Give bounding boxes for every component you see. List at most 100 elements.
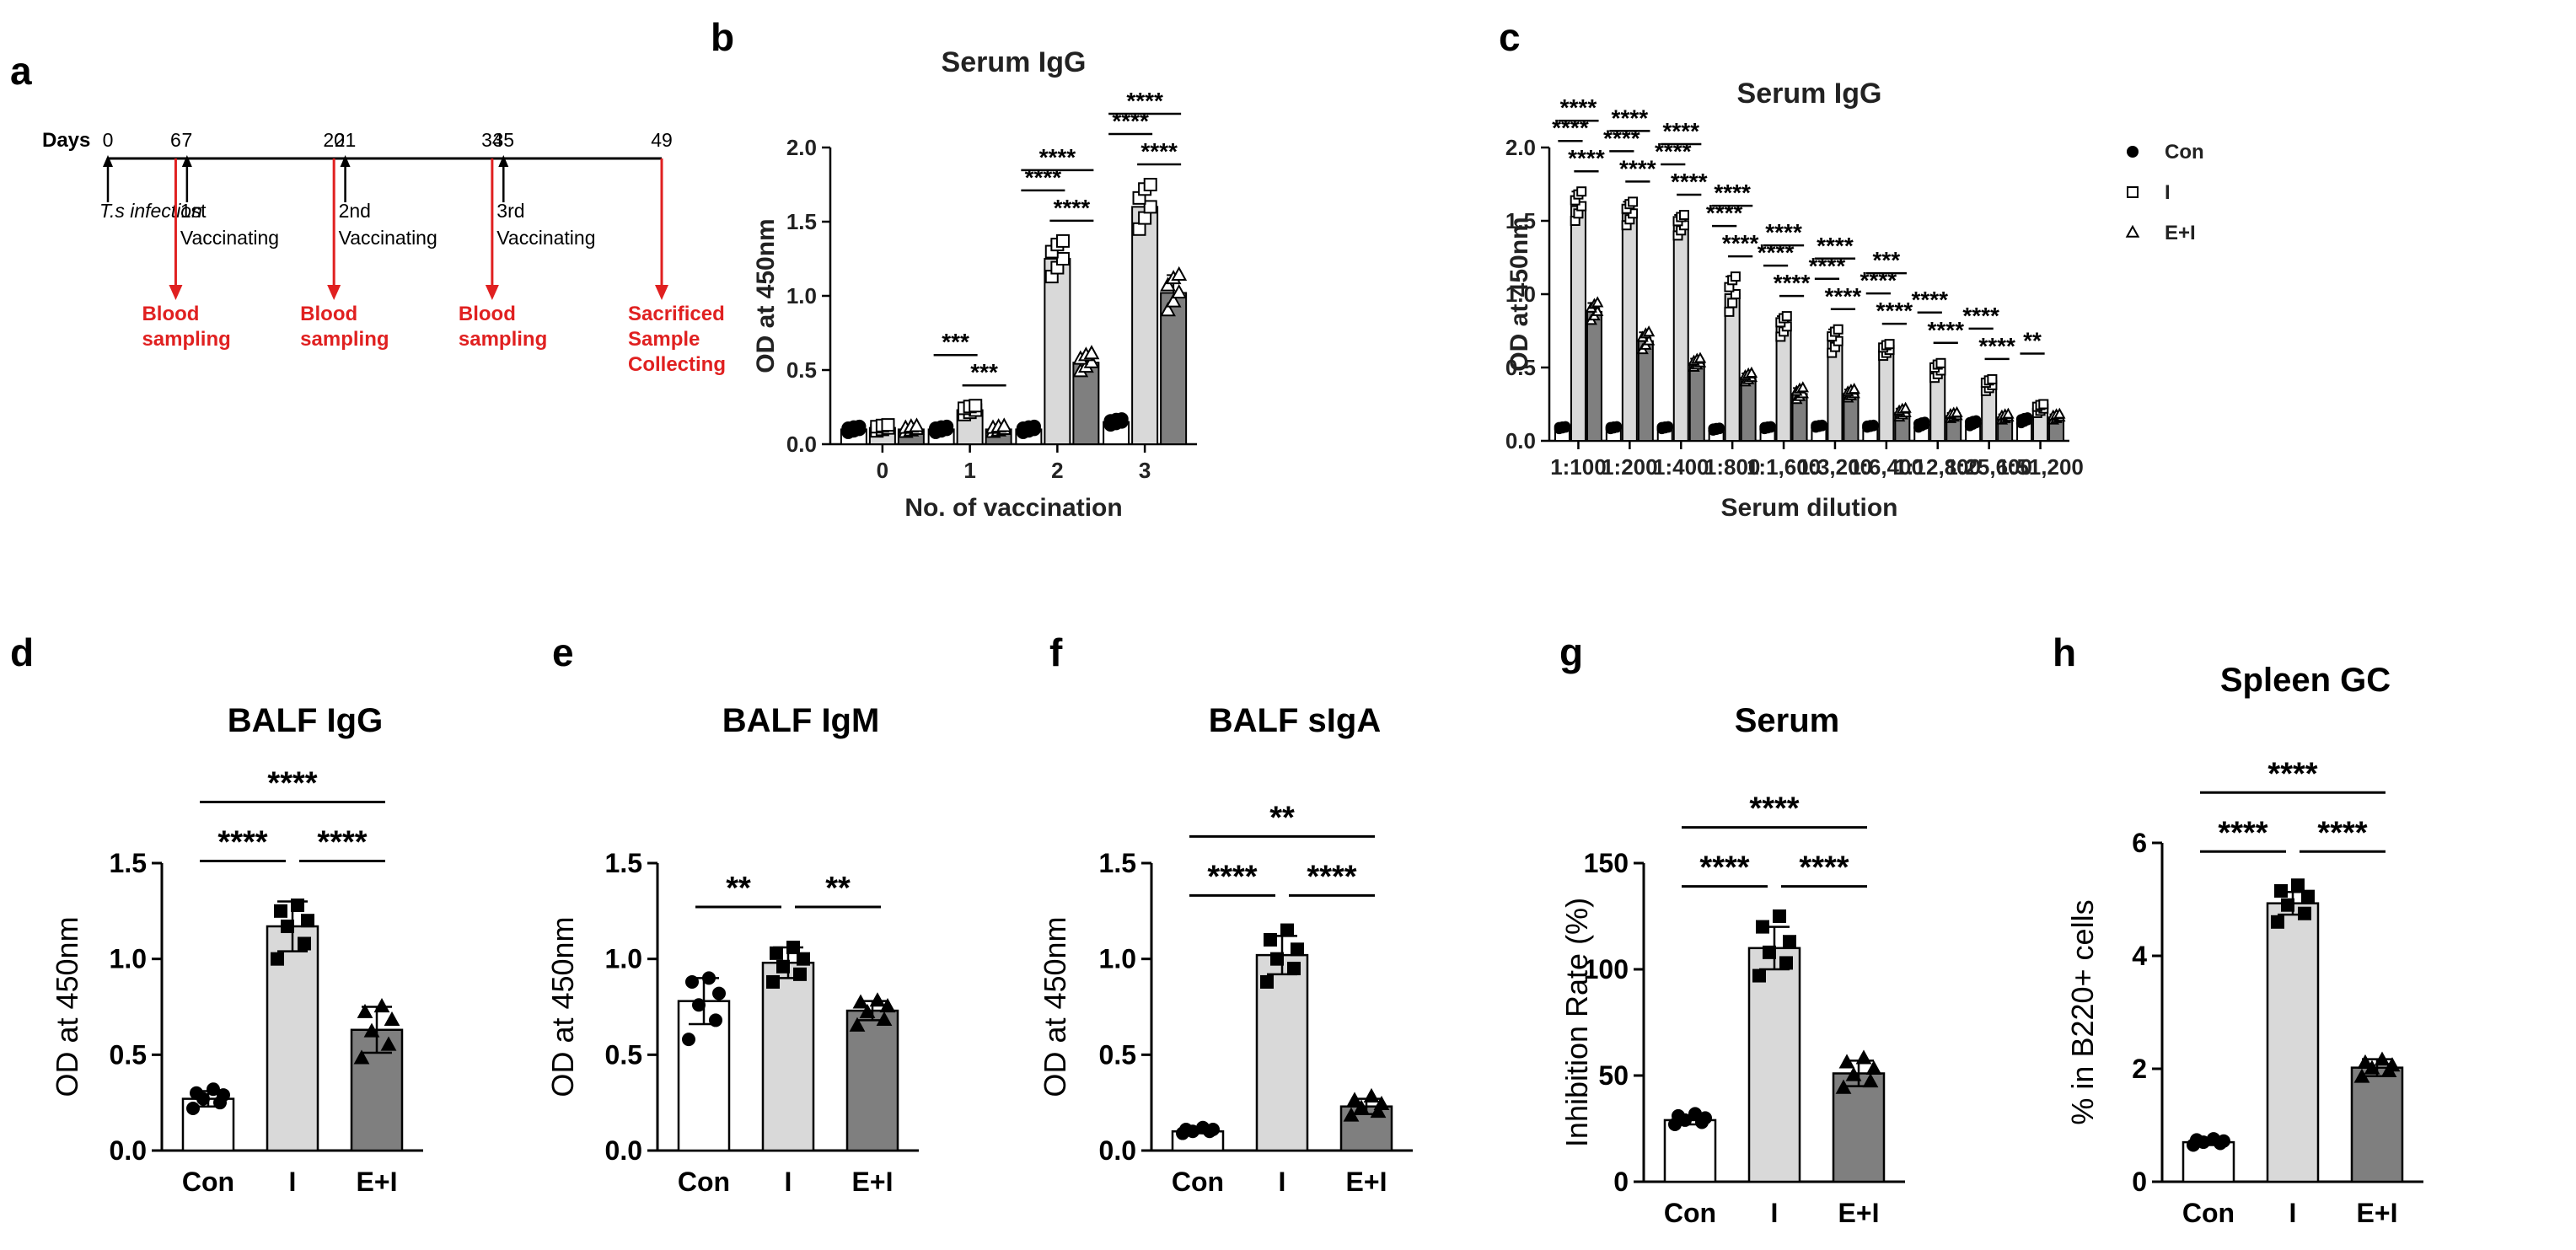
data-point <box>1919 416 1930 427</box>
significance-label: **** <box>1706 200 1743 226</box>
data-point <box>1287 962 1301 976</box>
significance-label: **** <box>2317 815 2367 850</box>
data-point <box>1373 1095 1390 1111</box>
data-point <box>1678 210 1689 221</box>
y-tick-label: 0.0 <box>110 1135 147 1166</box>
data-point <box>1862 1073 1879 1088</box>
x-tick-label: I <box>289 1167 297 1197</box>
bar-ei <box>845 1009 899 1152</box>
sampling-label: Sample <box>628 328 700 351</box>
data-point <box>1027 419 1041 433</box>
significance-label: *** <box>942 329 969 355</box>
data-point <box>1160 276 1176 292</box>
x-tick-label: 1:100 <box>1550 454 1607 480</box>
x-tick-label: I <box>785 1167 792 1197</box>
data-point <box>1363 1087 1380 1102</box>
chart-title: BALF sIgA <box>1209 702 1381 739</box>
y-tick-label: 6 <box>2132 828 2147 858</box>
data-point <box>1796 381 1809 393</box>
data-point <box>1055 252 1070 266</box>
data-point <box>1343 1107 1360 1122</box>
data-point <box>2353 1068 2370 1083</box>
data-point <box>1835 1079 1852 1094</box>
x-tick-label: 2 <box>1051 458 1063 483</box>
bar-i <box>1044 258 1071 445</box>
panel-label-f: f <box>1049 630 1063 674</box>
sampling-label: Sacrificed <box>628 303 725 325</box>
bar-ei <box>1160 292 1188 446</box>
chart-title: Serum IgG <box>1737 78 1882 110</box>
data-point <box>271 952 284 966</box>
chart-title: BALF IgG <box>228 702 383 739</box>
y-axis-label: OD at 450nm <box>1038 916 1072 1097</box>
data-point <box>1765 421 1776 432</box>
bar-i <box>1131 206 1159 445</box>
arrow-down-icon <box>485 285 499 300</box>
event-label: Vaccinating <box>496 227 595 249</box>
sampling-label: sampling <box>459 328 547 351</box>
panel-label-c: c <box>1499 15 1521 59</box>
significance-label: **** <box>2267 756 2317 791</box>
x-tick-label: E+I <box>357 1167 398 1197</box>
significance-label: **** <box>1774 270 1811 296</box>
x-tick-label: E+I <box>852 1167 894 1197</box>
chart-title: BALF IgM <box>722 702 880 739</box>
data-point <box>2022 412 2033 423</box>
data-point <box>876 1011 893 1027</box>
data-point <box>1855 1049 1872 1065</box>
panel-label-g: g <box>1559 630 1583 674</box>
x-tick-label: 1:12,800 <box>1894 454 1981 480</box>
data-point <box>1693 351 1707 363</box>
data-point <box>2357 1054 2374 1069</box>
panel-label-h: h <box>2053 630 2076 674</box>
significance-label: **** <box>1927 317 1964 343</box>
data-point <box>2301 889 2315 904</box>
data-point <box>1628 196 1639 207</box>
day-tick-label: 35 <box>492 129 514 151</box>
data-point <box>217 1088 230 1102</box>
significance-label: **** <box>1054 195 1091 221</box>
data-point <box>1591 296 1604 308</box>
y-tick-label: 1.5 <box>1099 848 1136 878</box>
significance-label: **** <box>1809 253 1846 279</box>
significance-label: **** <box>1962 303 1999 329</box>
data-point <box>298 936 311 951</box>
x-tick-label: 1:200 <box>1602 454 1658 480</box>
bar-ei <box>1688 362 1705 442</box>
data-point <box>2038 399 2049 410</box>
day-tick-label: 7 <box>181 129 192 151</box>
data-point <box>852 994 869 1009</box>
data-point <box>1165 292 1182 308</box>
significance-label: *** <box>970 359 998 385</box>
data-point <box>274 904 287 918</box>
y-tick-label: 1.0 <box>786 283 817 308</box>
data-point <box>1752 968 1766 983</box>
data-point <box>380 1036 397 1051</box>
chart-title: Serum <box>1735 702 1840 739</box>
sampling-label: sampling <box>300 328 389 351</box>
x-tick-label: 1:51,200 <box>1997 454 2084 480</box>
y-tick-label: 0.0 <box>1099 1135 1136 1166</box>
y-tick-label: 1.5 <box>605 848 642 878</box>
data-point <box>776 959 790 974</box>
data-point <box>2053 407 2066 419</box>
data-point <box>969 399 983 413</box>
data-point <box>1763 945 1776 959</box>
data-point <box>1642 325 1656 337</box>
arrow-up-icon <box>340 155 351 167</box>
data-point <box>1260 974 1274 989</box>
significance-label: ** <box>726 871 751 906</box>
event-label: T.s infection <box>99 200 202 222</box>
panel-label-d: d <box>10 630 34 674</box>
data-point <box>1370 1103 1387 1119</box>
significance-label: **** <box>1714 180 1751 206</box>
data-point <box>1576 201 1587 212</box>
legend-label: E+I <box>2165 222 2196 244</box>
data-point <box>797 952 810 966</box>
y-tick-label: 0.0 <box>786 432 817 457</box>
x-tick-label: 1:3,200 <box>1798 454 1872 480</box>
data-point <box>1756 920 1769 934</box>
significance-label: *** <box>1872 247 1900 273</box>
sampling-label: Blood <box>142 303 199 325</box>
y-tick-label: 0.5 <box>1099 1039 1136 1070</box>
